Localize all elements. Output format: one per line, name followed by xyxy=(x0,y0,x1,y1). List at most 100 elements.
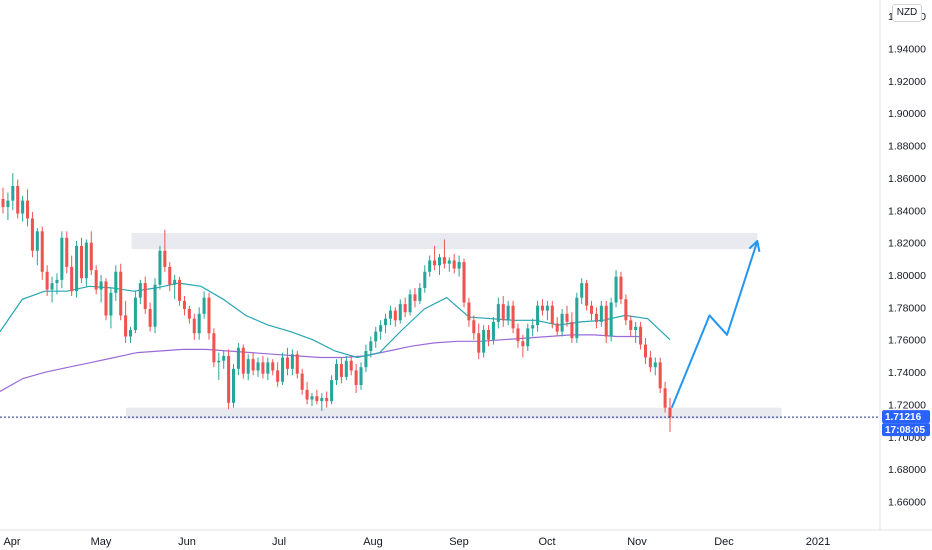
candle[interactable] xyxy=(334,359,339,385)
candle[interactable] xyxy=(65,231,69,274)
candle[interactable] xyxy=(398,299,402,324)
candle[interactable] xyxy=(143,276,147,314)
candle[interactable] xyxy=(109,287,113,329)
candle[interactable] xyxy=(379,320,383,340)
candle[interactable] xyxy=(516,323,520,348)
candle[interactable] xyxy=(580,278,584,305)
candle[interactable] xyxy=(629,315,633,337)
currency-label[interactable]: NZD xyxy=(892,4,922,22)
candle[interactable] xyxy=(330,375,334,405)
candle[interactable] xyxy=(643,338,647,364)
candle[interactable] xyxy=(138,279,142,305)
candle[interactable] xyxy=(359,362,363,390)
candle[interactable] xyxy=(79,237,83,284)
candle[interactable] xyxy=(447,257,451,272)
candle[interactable] xyxy=(35,228,39,266)
candle[interactable] xyxy=(285,347,289,376)
candle[interactable] xyxy=(393,307,397,327)
candle[interactable] xyxy=(246,354,250,381)
candle[interactable] xyxy=(668,397,672,432)
candle[interactable] xyxy=(276,362,280,387)
candle[interactable] xyxy=(290,349,294,376)
candle[interactable] xyxy=(305,381,309,405)
candle[interactable] xyxy=(565,305,569,327)
candle[interactable] xyxy=(658,357,662,394)
candle[interactable] xyxy=(491,317,495,345)
candle[interactable] xyxy=(374,326,378,348)
candle[interactable] xyxy=(482,325,486,358)
candle[interactable] xyxy=(182,296,186,316)
candle[interactable] xyxy=(648,351,652,373)
candle[interactable] xyxy=(653,357,657,376)
candle[interactable] xyxy=(197,307,201,340)
candle[interactable] xyxy=(148,302,152,332)
candle[interactable] xyxy=(70,255,74,297)
candle[interactable] xyxy=(187,305,191,324)
candle[interactable] xyxy=(437,253,442,275)
candle[interactable] xyxy=(496,297,500,329)
candle[interactable] xyxy=(413,287,417,308)
candle[interactable] xyxy=(173,275,177,300)
candle[interactable] xyxy=(555,317,559,337)
candle[interactable] xyxy=(124,300,128,343)
candle[interactable] xyxy=(570,312,574,343)
candle[interactable] xyxy=(487,325,491,347)
candle[interactable] xyxy=(21,195,25,222)
candle[interactable] xyxy=(271,359,275,376)
candle[interactable] xyxy=(462,258,466,308)
candle[interactable] xyxy=(550,300,554,329)
candle[interactable] xyxy=(531,318,535,337)
time-axis[interactable]: Apr May Jun Jul Aug Sep Oct Nov Dec 2021 xyxy=(0,529,932,548)
candle[interactable] xyxy=(60,231,64,288)
candle[interactable] xyxy=(521,334,525,358)
candle[interactable] xyxy=(663,381,667,413)
candle[interactable] xyxy=(192,313,196,340)
candle[interactable] xyxy=(585,279,589,311)
candle[interactable] xyxy=(241,344,245,379)
candle[interactable] xyxy=(364,344,368,373)
candle[interactable] xyxy=(408,289,412,316)
candle[interactable] xyxy=(423,265,427,293)
candle[interactable] xyxy=(501,296,505,327)
candle[interactable] xyxy=(354,363,358,394)
candle[interactable] xyxy=(433,245,437,271)
candle[interactable] xyxy=(256,357,260,377)
candle[interactable] xyxy=(300,368,304,395)
candle[interactable] xyxy=(560,308,564,337)
candle[interactable] xyxy=(452,253,456,274)
candle[interactable] xyxy=(339,357,343,384)
candle[interactable] xyxy=(16,179,20,219)
candle[interactable] xyxy=(639,321,643,350)
price-axis[interactable]: 1.660001.680001.700001.720001.740001.760… xyxy=(879,0,926,530)
candle[interactable] xyxy=(227,349,231,410)
candle[interactable] xyxy=(467,297,471,327)
candle[interactable] xyxy=(442,239,446,269)
candle[interactable] xyxy=(231,363,236,408)
candle[interactable] xyxy=(202,291,206,319)
candle[interactable] xyxy=(594,307,598,329)
candles-layer[interactable] xyxy=(1,173,672,432)
candle[interactable] xyxy=(236,342,240,376)
candle[interactable] xyxy=(320,393,324,411)
candle[interactable] xyxy=(178,276,182,306)
candle[interactable] xyxy=(477,323,481,360)
candle[interactable] xyxy=(99,275,103,303)
candle[interactable] xyxy=(119,263,123,321)
candle[interactable] xyxy=(315,389,319,405)
candle[interactable] xyxy=(384,313,388,334)
candle[interactable] xyxy=(540,299,545,316)
candle[interactable] xyxy=(614,270,618,308)
candle[interactable] xyxy=(212,328,216,368)
candle[interactable] xyxy=(575,292,579,343)
candle[interactable] xyxy=(163,229,167,272)
candle[interactable] xyxy=(281,352,285,385)
candle[interactable] xyxy=(590,300,594,321)
candle[interactable] xyxy=(325,391,329,408)
candle[interactable] xyxy=(104,278,108,321)
candle[interactable] xyxy=(604,300,608,343)
candle[interactable] xyxy=(418,283,422,305)
candle[interactable] xyxy=(55,273,59,295)
candle[interactable] xyxy=(349,355,353,376)
candle[interactable] xyxy=(1,187,5,214)
candle[interactable] xyxy=(457,255,461,277)
